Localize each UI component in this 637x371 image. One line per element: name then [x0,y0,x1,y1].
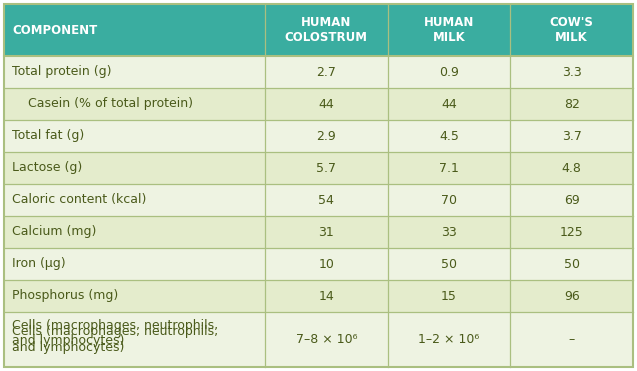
Text: COMPONENT: COMPONENT [12,23,97,36]
Text: HUMAN
MILK: HUMAN MILK [424,16,474,44]
Text: 5.7: 5.7 [317,161,336,174]
Text: 54: 54 [318,194,334,207]
Text: Phosphorus (mg): Phosphorus (mg) [12,289,118,302]
Text: 3.7: 3.7 [562,129,582,142]
Text: 125: 125 [560,226,583,239]
Text: 14: 14 [318,289,334,302]
Bar [510,248,633,280]
Bar [4,88,265,120]
Text: Cells (macrophages, neutrophils,
and lymphocytes): Cells (macrophages, neutrophils, and lym… [12,319,218,347]
Text: 50: 50 [564,257,580,270]
Text: Cells (macrophages, neutrophils,
and lymphocytes): Cells (macrophages, neutrophils, and lym… [12,325,218,354]
Bar [4,312,265,367]
Bar [4,56,265,88]
Text: –: – [569,333,575,346]
Text: 44: 44 [441,98,457,111]
Bar [4,184,265,216]
Text: 31: 31 [318,226,334,239]
Bar [265,152,388,184]
Bar [388,4,510,56]
Bar [265,280,388,312]
Text: 69: 69 [564,194,580,207]
Bar [265,4,388,56]
Text: 3.3: 3.3 [562,66,582,79]
Text: Casein (% of total protein): Casein (% of total protein) [12,98,193,111]
Bar [265,248,388,280]
Text: 44: 44 [318,98,334,111]
Bar [388,152,510,184]
Bar [388,56,510,88]
Text: 1–2 × 10⁶: 1–2 × 10⁶ [419,333,480,346]
Bar [4,4,265,56]
Text: 15: 15 [441,289,457,302]
Bar [510,56,633,88]
Bar [4,280,265,312]
Text: 4.5: 4.5 [439,129,459,142]
Bar [388,312,510,367]
Bar [4,312,265,367]
Text: Lactose (g): Lactose (g) [12,161,82,174]
Bar [4,216,265,248]
Bar [4,152,265,184]
Text: Iron (μg): Iron (μg) [12,257,66,270]
Bar [388,216,510,248]
Bar [388,120,510,152]
Bar [510,4,633,56]
Text: 10: 10 [318,257,334,270]
Text: 33: 33 [441,226,457,239]
Text: 96: 96 [564,289,580,302]
Text: 2.7: 2.7 [317,66,336,79]
Bar [4,248,265,280]
Bar [265,184,388,216]
Bar [510,152,633,184]
Text: Calcium (mg): Calcium (mg) [12,226,96,239]
Text: 4.8: 4.8 [562,161,582,174]
Bar [510,184,633,216]
Bar [265,120,388,152]
Text: Caloric content (kcal): Caloric content (kcal) [12,194,147,207]
Bar [510,120,633,152]
Bar [510,280,633,312]
Bar [265,56,388,88]
Text: COW'S
MILK: COW'S MILK [550,16,594,44]
Text: 82: 82 [564,98,580,111]
Bar [265,312,388,367]
Bar [265,216,388,248]
Text: Total protein (g): Total protein (g) [12,66,111,79]
Bar [265,88,388,120]
Bar [4,120,265,152]
Text: HUMAN
COLOSTRUM: HUMAN COLOSTRUM [285,16,368,44]
Bar [510,312,633,367]
Bar [388,280,510,312]
Text: 2.9: 2.9 [317,129,336,142]
Bar [388,88,510,120]
Text: 70: 70 [441,194,457,207]
Bar [510,88,633,120]
Bar [388,184,510,216]
Text: Total fat (g): Total fat (g) [12,129,84,142]
Text: 50: 50 [441,257,457,270]
Bar [388,248,510,280]
Text: 0.9: 0.9 [439,66,459,79]
Bar [510,216,633,248]
Text: 7.1: 7.1 [439,161,459,174]
Text: 7–8 × 10⁶: 7–8 × 10⁶ [296,333,357,346]
